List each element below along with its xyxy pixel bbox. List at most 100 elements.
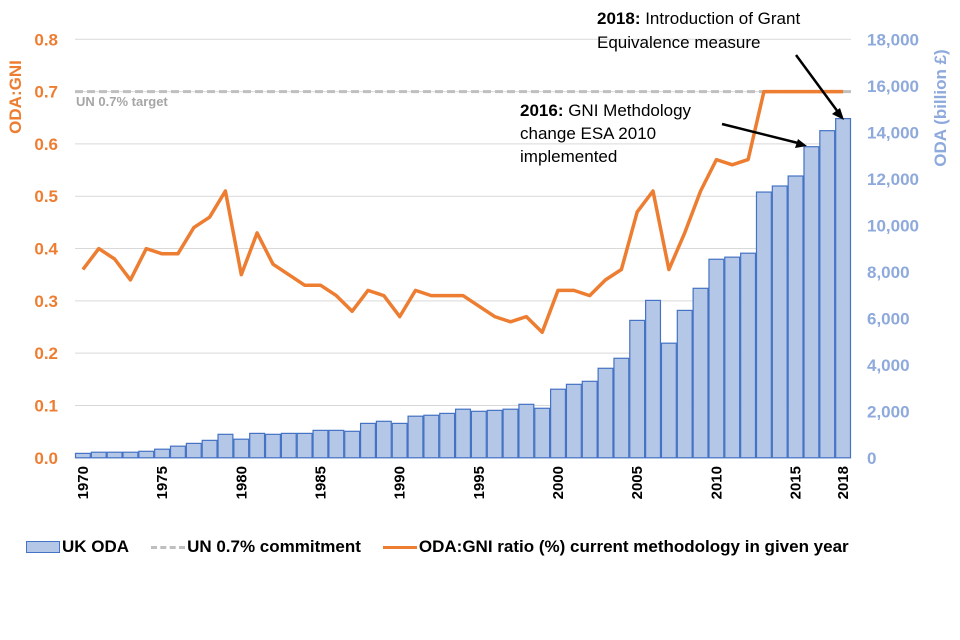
x-tick-label: 2015 [788, 466, 805, 499]
bar-2012 [740, 252, 757, 459]
un-target-label: UN 0.7% target [76, 94, 168, 109]
legend-label: ODA:GNI ratio (%) current methodology in… [418, 537, 849, 556]
x-tick-label: 1985 [312, 466, 329, 499]
bar-2010 [708, 258, 725, 459]
bar-1989 [375, 420, 392, 459]
bar-1988 [359, 422, 376, 459]
bar-2000 [550, 388, 567, 459]
bar-1971 [90, 451, 107, 459]
legend-swatch-line [382, 545, 417, 549]
x-tick-label: 1995 [471, 466, 488, 499]
bar-1980 [233, 438, 250, 459]
y-left-tick-label: 0.7 [34, 83, 58, 102]
x-tick-label: 2018 [835, 466, 852, 499]
bar-1973 [122, 451, 139, 459]
bar-1999 [534, 407, 551, 459]
bar-2011 [724, 256, 741, 459]
y-left-tick-label: 0.4 [34, 240, 58, 259]
bar-1978 [201, 439, 218, 459]
y-left-tick-label: 0.0 [34, 449, 58, 468]
bar-2015 [787, 175, 804, 459]
bar-2001 [565, 383, 582, 459]
x-tick-label: 1980 [233, 466, 250, 499]
x-tick-label: 2005 [629, 466, 646, 499]
legend-item-oda-gni: ODA:GNI ratio (%) current methodology in… [382, 537, 849, 557]
bar-2008 [676, 309, 693, 459]
y-axis-left: 0.0 0.1 0.2 0.3 0.4 0.5 0.6 0.7 0.8 [34, 30, 58, 468]
bar-2003 [597, 367, 614, 459]
bar-2018 [835, 117, 852, 459]
y-left-tick-label: 0.8 [34, 30, 58, 49]
y-right-tick-label: 14,000 [867, 123, 919, 142]
annotation-2018-line1: 2018: Introduction of Grant [597, 9, 800, 28]
y-right-tick-label: 12,000 [867, 170, 919, 189]
annotation-2018-line2: Equivalence measure [597, 33, 760, 52]
bar-1985 [312, 429, 329, 459]
bar-2016 [803, 146, 820, 459]
bar-1983 [280, 432, 297, 459]
bar-1979 [217, 433, 234, 459]
x-axis: 1970 1975 1980 1985 1990 1995 2000 2005 2010 2015… [75, 466, 852, 499]
annotation-2018-text1: Introduction of Grant [640, 9, 800, 28]
x-tick-label: 1970 [75, 466, 92, 499]
y-left-tick-label: 0.5 [34, 187, 58, 206]
annotation-2016-year: 2016: [520, 101, 563, 120]
annotation-2016-text1: GNI Methdology [563, 101, 691, 120]
x-tick-label: 1975 [154, 466, 171, 499]
bar-1976 [169, 445, 186, 459]
y-right-tick-label: 18,000 [867, 30, 919, 49]
bar-2009 [692, 287, 709, 459]
y-left-tick-label: 0.1 [34, 396, 58, 415]
bar-1993 [439, 412, 456, 459]
y-right-tick-label: 2,000 [867, 402, 910, 421]
legend-swatch-bar [26, 541, 60, 553]
bar-1975 [154, 448, 171, 459]
annotation-2016-line3: implemented [520, 147, 617, 166]
legend-label: UN 0.7% commitment [187, 537, 361, 556]
y-axis-left-title: ODA:GNI [6, 60, 25, 134]
annotation-2018: 2018: Introduction of Grant Equivalence … [597, 9, 844, 120]
annotation-2016-arrowhead [795, 139, 807, 148]
annotation-2018-year: 2018: [597, 9, 640, 28]
x-tick-label: 1990 [392, 466, 409, 499]
bar-2014 [771, 185, 788, 459]
bar-1977 [185, 442, 202, 459]
bar-1998 [518, 403, 535, 459]
legend-item-uk-oda: UK ODA [26, 537, 129, 557]
y-left-tick-label: 0.3 [34, 292, 58, 311]
bar-1972 [106, 451, 123, 459]
bar-2004 [613, 357, 630, 459]
bar-1996 [486, 409, 503, 459]
bar-1974 [138, 450, 155, 459]
bar-1990 [391, 422, 408, 459]
x-tick-label: 2010 [708, 466, 725, 499]
bar-1981 [249, 432, 266, 459]
y-right-tick-label: 8,000 [867, 263, 910, 282]
y-right-tick-label: 6,000 [867, 309, 910, 328]
annotation-2016-line1: 2016: GNI Methdology [520, 101, 692, 120]
legend: UK ODA UN 0.7% commitment ODA:GNI ratio … [26, 537, 871, 557]
legend-label: UK ODA [62, 537, 130, 556]
legend-swatch-dash [151, 545, 186, 549]
y-left-tick-label: 0.6 [34, 135, 58, 154]
bar-1991 [407, 415, 424, 459]
bar-1987 [344, 430, 361, 459]
bar-2007 [660, 342, 677, 459]
y-right-tick-label: 0 [867, 449, 876, 468]
y-right-tick-label: 10,000 [867, 216, 919, 235]
bar-2006 [645, 299, 662, 459]
bar-1970 [74, 452, 91, 459]
bar-1997 [502, 408, 519, 459]
bar-1986 [328, 429, 345, 459]
bar-2002 [581, 380, 598, 459]
bar-2005 [629, 319, 646, 459]
y-left-tick-label: 0.2 [34, 344, 58, 363]
y-right-tick-label: 16,000 [867, 77, 919, 96]
annotation-2016: 2016: GNI Methdology change ESA 2010 imp… [520, 101, 807, 166]
bar-1992 [423, 414, 440, 459]
annotation-2016-arrow [721, 122, 799, 145]
x-tick-label: 2000 [550, 466, 567, 499]
bar-1982 [264, 433, 281, 459]
bars-uk-oda [74, 117, 852, 459]
